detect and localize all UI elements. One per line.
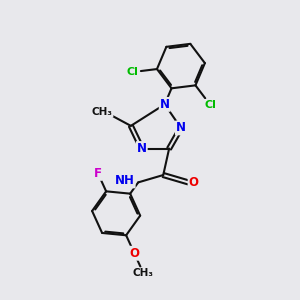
Text: O: O (189, 176, 199, 189)
Text: NH: NH (115, 174, 135, 188)
Text: Cl: Cl (204, 100, 216, 110)
Text: O: O (129, 247, 139, 260)
Text: N: N (137, 142, 147, 155)
Text: F: F (94, 167, 102, 180)
Text: N: N (160, 98, 170, 111)
Text: N: N (176, 122, 186, 134)
Text: CH₃: CH₃ (92, 107, 112, 117)
Text: CH₃: CH₃ (133, 268, 154, 278)
Text: Cl: Cl (127, 67, 139, 77)
